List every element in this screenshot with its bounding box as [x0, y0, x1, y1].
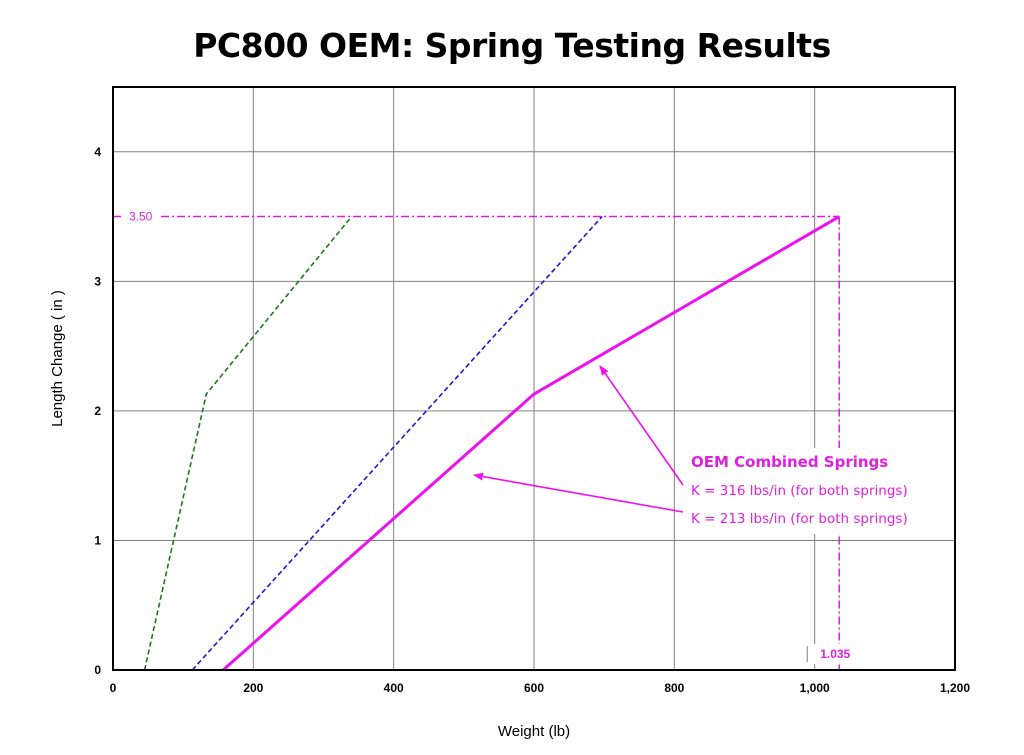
y-tick-label: 0 — [94, 663, 101, 677]
y-axis-label: Length Change ( in ) — [49, 290, 66, 427]
blue-dashed-series — [191, 216, 603, 671]
x-tick-label: 200 — [243, 681, 263, 695]
chart-title: PC800 OEM: Spring Testing Results — [193, 26, 831, 65]
reference-y-label: 3.50 — [129, 210, 153, 224]
oem-combined-springs-series — [222, 215, 840, 672]
annotation-title: OEM Combined Springs — [691, 453, 888, 471]
y-tick-label: 2 — [94, 404, 101, 418]
reference-lines: 3.50 1.035 — [113, 208, 858, 670]
reference-x-label-bg — [807, 644, 858, 664]
x-tick-label: 600 — [524, 681, 544, 695]
annotation-line-2: K = 213 lbs/in (for both springs) — [691, 511, 908, 527]
reference-y-label-bg — [121, 208, 161, 225]
data-series — [143, 215, 840, 672]
y-tick-label: 3 — [94, 274, 101, 288]
annotation-line-1: K = 316 lbs/in (for both springs) — [691, 483, 908, 499]
y-tick-label: 1 — [94, 533, 101, 547]
x-tick-label: 400 — [384, 681, 404, 695]
grid-lines — [112, 87, 956, 671]
green-dashed-series — [143, 216, 353, 671]
arrow-lower — [473, 472, 684, 513]
x-tick-label: 1,200 — [940, 681, 970, 695]
x-tick-label: 0 — [110, 681, 117, 695]
plot-frame — [112, 86, 956, 671]
x-axis-label: Weight (lb) — [498, 723, 570, 740]
x-tick-label: 1,000 — [800, 681, 830, 695]
annotations: OEM Combined Springs K = 316 lbs/in (for … — [473, 365, 936, 534]
x-tick-label: 800 — [664, 681, 684, 695]
tick-labels: 0 200 400 600 800 1,000 1,200 0 1 2 3 4 — [94, 145, 970, 695]
arrow-upper — [599, 365, 684, 486]
reference-x-label: 1.035 — [820, 647, 850, 661]
y-tick-label: 4 — [94, 145, 101, 159]
annotation-box — [684, 448, 936, 534]
